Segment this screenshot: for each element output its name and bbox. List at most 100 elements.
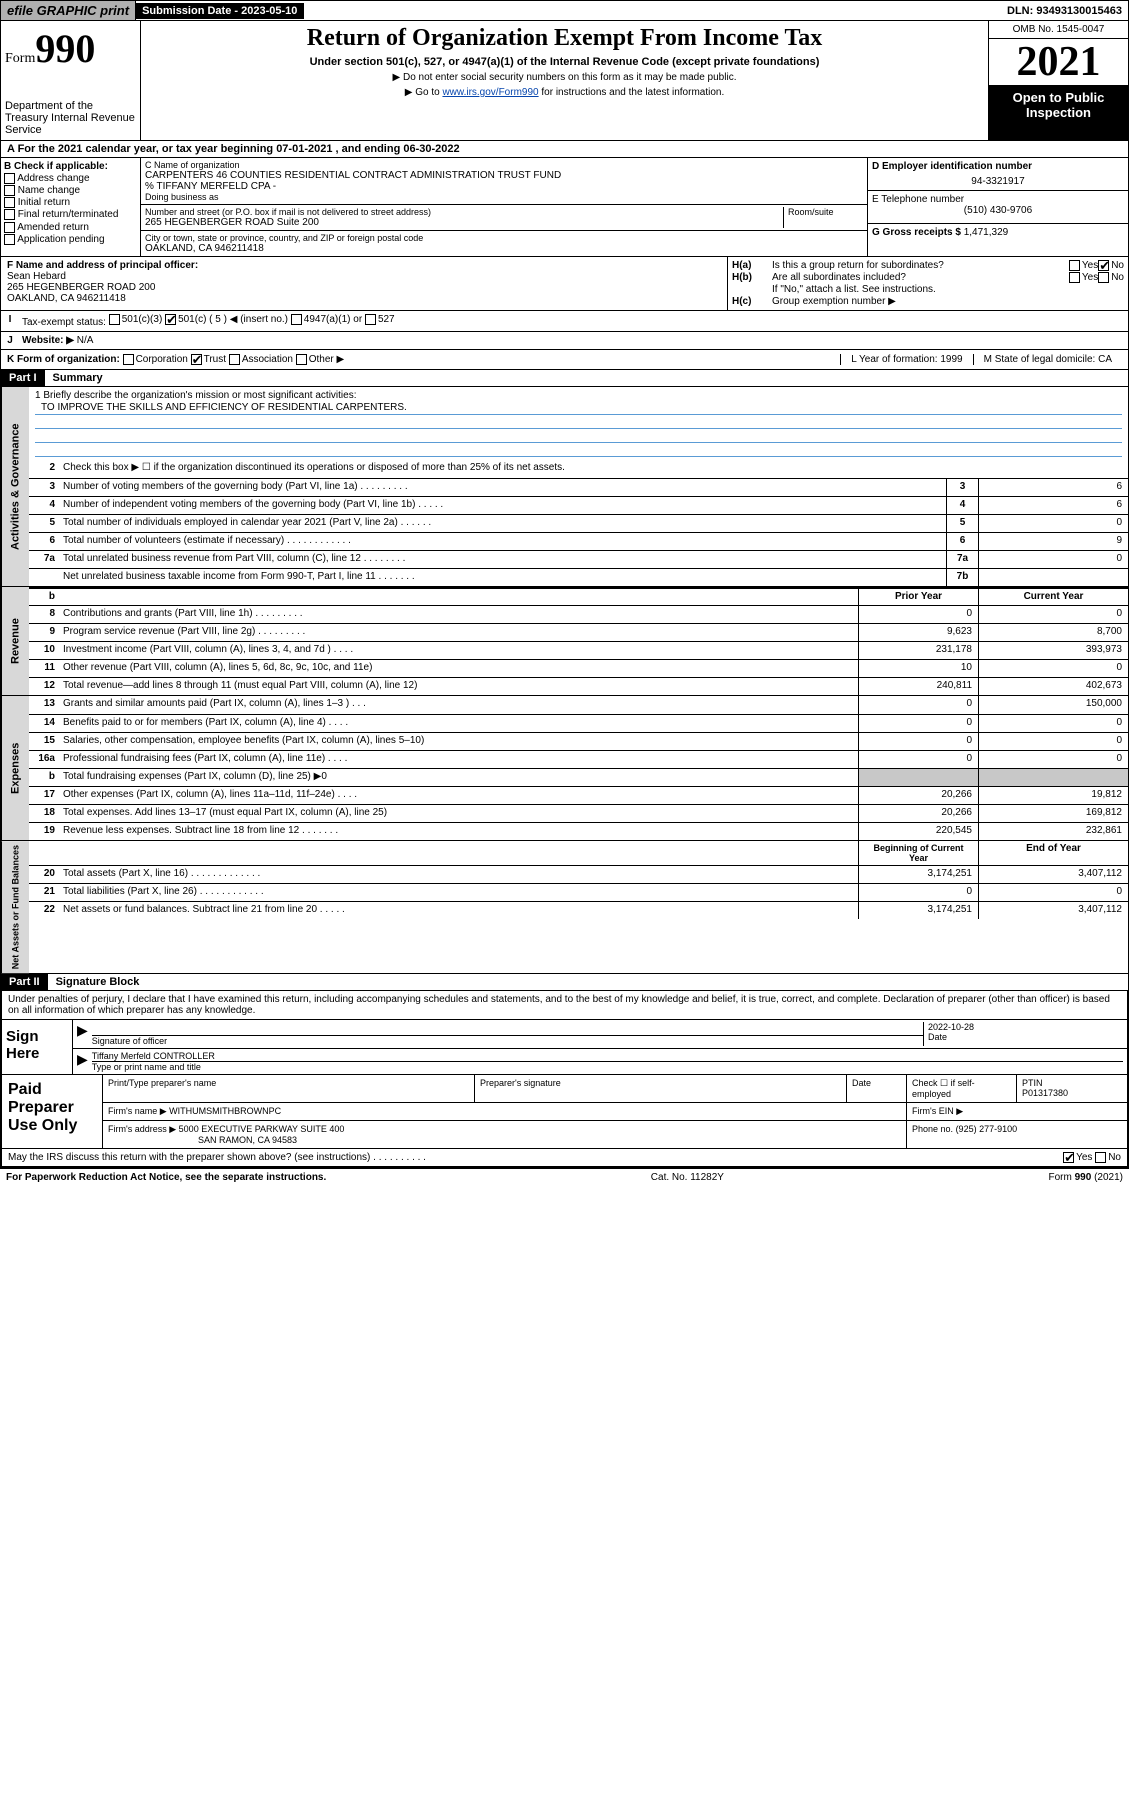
instr-pre: ▶ Go to [405, 87, 443, 98]
part2-title: Signature Block [48, 974, 148, 990]
org-name-label: C Name of organization [145, 160, 863, 170]
row-j: J Website: ▶ N/A [0, 332, 1129, 350]
tax-year: 2021 [989, 39, 1128, 86]
table-row: 11Other revenue (Part VIII, column (A), … [29, 659, 1128, 677]
ha-yes[interactable]: Yes [1069, 260, 1098, 271]
check-app-pending[interactable]: Application pending [4, 234, 137, 245]
gov-line: Net unrelated business taxable income fr… [29, 568, 1128, 586]
table-row: 9Program service revenue (Part VIII, lin… [29, 623, 1128, 641]
501c3-check[interactable]: 501(c)(3) [109, 314, 163, 325]
ptin-label: PTIN [1022, 1078, 1043, 1088]
check-name-change[interactable]: Name change [4, 185, 137, 196]
check-amended[interactable]: Amended return [4, 222, 137, 233]
org-trust[interactable]: Trust [191, 354, 226, 365]
ha-no[interactable]: No [1098, 260, 1124, 271]
mission-question: 1 Briefly describe the organization's mi… [35, 390, 1122, 401]
hc-text: Group exemption number ▶ [772, 296, 1124, 307]
revenue-section: Revenue b Prior Year Current Year 8Contr… [0, 587, 1129, 696]
table-row: 17Other expenses (Part IX, column (A), l… [29, 786, 1128, 804]
website-label: Website: ▶ [22, 335, 74, 346]
check-address-change[interactable]: Address change [4, 173, 137, 184]
officer-name: Sean Hebard [7, 271, 721, 282]
revenue-tab: Revenue [1, 587, 29, 695]
part1-title: Summary [45, 370, 111, 386]
paperwork-notice: For Paperwork Reduction Act Notice, see … [6, 1172, 326, 1183]
firm-ein-label: Firm's EIN ▶ [907, 1103, 1127, 1120]
form-ref: Form 990 (2021) [1049, 1172, 1123, 1183]
527-check[interactable]: 527 [365, 314, 395, 325]
gov-line: 3Number of voting members of the governi… [29, 478, 1128, 496]
h-note: If "No," attach a list. See instructions… [772, 284, 1124, 295]
table-row: 20Total assets (Part X, line 16) . . . .… [29, 865, 1128, 883]
check-initial-return[interactable]: Initial return [4, 197, 137, 208]
begin-year-hdr: Beginning of Current Year [858, 841, 978, 865]
hb-text: Are all subordinates included? [772, 272, 1069, 283]
table-row: 22Net assets or fund balances. Subtract … [29, 901, 1128, 919]
omb-number: OMB No. 1545-0047 [989, 21, 1128, 39]
instructions-link-row: ▶ Go to www.irs.gov/Form990 for instruct… [145, 87, 984, 98]
table-row: 16aProfessional fundraising fees (Part I… [29, 750, 1128, 768]
website-value: N/A [77, 335, 94, 346]
state-domicile: M State of legal domicile: CA [973, 354, 1122, 365]
discuss-no[interactable]: No [1095, 1152, 1121, 1163]
net-assets-section: Net Assets or Fund Balances Beginning of… [0, 841, 1129, 974]
4947-check[interactable]: 4947(a)(1) or [291, 314, 362, 325]
discuss-question: May the IRS discuss this return with the… [8, 1152, 426, 1163]
hc-label: H(c) [732, 296, 772, 307]
gross-value: 1,471,329 [964, 227, 1009, 238]
k-label: K Form of organization: [7, 354, 120, 365]
prior-year-hdr: Prior Year [858, 589, 978, 605]
check-final-return[interactable]: Final return/terminated [4, 209, 137, 220]
part2-header: Part II Signature Block [0, 974, 1129, 991]
officer-printed-name: Tiffany Merfeld CONTROLLER [92, 1051, 1123, 1062]
sig-date-label: Date [928, 1032, 1123, 1042]
firm-addr1: 5000 EXECUTIVE PARKWAY SUITE 400 [179, 1124, 345, 1134]
form-subtitle: Under section 501(c), 527, or 4947(a)(1)… [145, 56, 984, 68]
efile-print-button[interactable]: efile GRAPHIC print [1, 1, 136, 20]
phone-value: (510) 430-9706 [872, 205, 1124, 216]
table-row: 18Total expenses. Add lines 13–17 (must … [29, 804, 1128, 822]
row-a-tax-year: A For the 2021 calendar year, or tax yea… [0, 141, 1129, 158]
dba-label: Doing business as [145, 192, 863, 202]
org-address: 265 HEGENBERGER ROAD Suite 200 [145, 217, 783, 228]
org-corp[interactable]: Corporation [123, 354, 188, 365]
table-row: 19Revenue less expenses. Subtract line 1… [29, 822, 1128, 840]
addr-label: Number and street (or P.O. box if mail i… [145, 207, 783, 217]
form-number: 990 [35, 26, 95, 71]
page-footer: For Paperwork Reduction Act Notice, see … [0, 1168, 1129, 1186]
hb-no[interactable]: No [1098, 272, 1124, 283]
501c-check[interactable]: 501(c) ( 5 ) ◀ (insert no.) [165, 314, 288, 325]
section-c: C Name of organization CARPENTERS 46 COU… [141, 158, 868, 256]
identity-block: B Check if applicable: Address change Na… [0, 158, 1129, 257]
form-title: Return of Organization Exempt From Incom… [145, 25, 984, 52]
irs-link[interactable]: www.irs.gov/Form990 [442, 87, 538, 98]
prep-date-hdr: Date [847, 1075, 907, 1102]
table-row: 8Contributions and grants (Part VIII, li… [29, 605, 1128, 623]
net-tab: Net Assets or Fund Balances [1, 841, 29, 973]
table-row: bTotal fundraising expenses (Part IX, co… [29, 768, 1128, 786]
name-arrow-icon: ▶ [77, 1051, 88, 1072]
discuss-yes[interactable]: Yes [1063, 1152, 1092, 1163]
sign-here-label: Sign Here [2, 1020, 72, 1074]
self-employed-check[interactable]: Check ☐ if self-employed [907, 1075, 1017, 1102]
firm-phone: (925) 277-9100 [956, 1124, 1018, 1134]
form-header: Form990 Department of the Treasury Inter… [0, 21, 1129, 141]
org-care-of: % TIFFANY MERFELD CPA - [145, 181, 863, 192]
gov-line: 2Check this box ▶ ☐ if the organization … [29, 460, 1128, 478]
gov-line: 6Total number of volunteers (estimate if… [29, 532, 1128, 550]
hb-yes[interactable]: Yes [1069, 272, 1098, 283]
governance-tab: Activities & Governance [1, 387, 29, 586]
org-other[interactable]: Other ▶ [296, 354, 344, 365]
city-label: City or town, state or province, country… [145, 233, 863, 243]
org-assoc[interactable]: Association [229, 354, 293, 365]
paid-preparer-label: Paid Preparer Use Only [2, 1075, 102, 1148]
tax-status-label: Tax-exempt status: [22, 317, 106, 328]
instr-post: for instructions and the latest informat… [539, 87, 725, 98]
sig-arrow-icon: ▶ [77, 1022, 88, 1046]
ssn-warning: ▶ Do not enter social security numbers o… [145, 72, 984, 83]
form-word: Form [5, 51, 35, 66]
sig-date: 2022-10-28 [928, 1022, 1123, 1032]
i-label: I [1, 311, 19, 331]
officer-addr1: 265 HEGENBERGER ROAD 200 [7, 282, 721, 293]
table-row: 21Total liabilities (Part X, line 26) . … [29, 883, 1128, 901]
